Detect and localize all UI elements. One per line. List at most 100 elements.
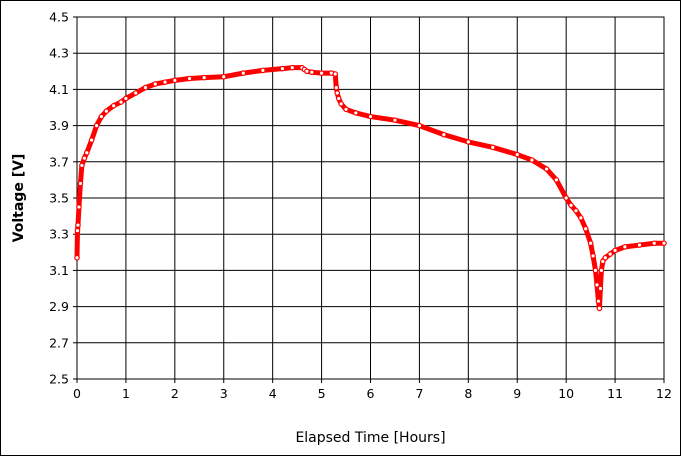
- voltage-data-point: [514, 151, 521, 158]
- voltage-data-point: [88, 137, 95, 143]
- voltage-data-point: [152, 81, 159, 87]
- grid-lines: [73, 16, 665, 383]
- y-tick-label: 4.5: [49, 10, 69, 25]
- voltage-data-point: [392, 117, 398, 123]
- voltage-data-point: [76, 204, 82, 210]
- plot-area-border: [76, 16, 665, 380]
- y-tick-label: 2.9: [49, 299, 69, 314]
- voltage-data-point: [416, 122, 423, 129]
- x-tick-label: 4: [269, 386, 277, 401]
- voltage-data-point: [343, 106, 349, 113]
- voltage-data-point: [142, 84, 149, 91]
- y-axis-title: Voltage [V]: [11, 154, 27, 243]
- y-tick-label: 3.3: [49, 227, 69, 242]
- voltage-data-point: [553, 177, 560, 183]
- voltage-data-point: [338, 101, 344, 107]
- y-tick-label: 2.7: [49, 335, 69, 350]
- voltage-data-point: [612, 247, 618, 254]
- voltage-data-point: [573, 207, 579, 214]
- voltage-data-point: [289, 64, 296, 71]
- voltage-data-point: [172, 77, 178, 84]
- voltage-data-point: [592, 267, 599, 274]
- x-tick-label: 10: [558, 386, 574, 401]
- voltage-data-point: [79, 162, 85, 169]
- voltage-data-point: [308, 69, 315, 76]
- voltage-data-point: [489, 144, 496, 151]
- voltage-data-point: [587, 240, 594, 247]
- x-tick-label: 12: [656, 386, 672, 401]
- voltage-data-point: [118, 99, 124, 105]
- voltage-data-point: [568, 202, 574, 209]
- voltage-data-point: [353, 110, 359, 116]
- x-tick-label: 8: [464, 386, 472, 401]
- voltage-data-point: [186, 75, 193, 82]
- voltage-data-point: [74, 227, 81, 234]
- voltage-data-point: [529, 157, 535, 163]
- voltage-data-point: [240, 70, 247, 76]
- y-tick-label: 3.7: [49, 154, 69, 169]
- voltage-data-point: [465, 139, 472, 145]
- voltage-data-point: [636, 242, 643, 248]
- voltage-data-point: [333, 84, 340, 91]
- x-tick-label: 1: [122, 386, 130, 401]
- x-tick-label: 3: [220, 386, 228, 401]
- voltage-data-point: [75, 222, 81, 228]
- x-axis-title: Elapsed Time [Hours]: [295, 430, 445, 446]
- voltage-data-point: [607, 251, 613, 257]
- x-tick-label: 5: [318, 386, 326, 401]
- voltage-data-point: [441, 131, 447, 138]
- voltage-data-point: [602, 254, 609, 261]
- voltage-data-point: [595, 298, 602, 304]
- voltage-data-point: [600, 258, 606, 265]
- voltage-data-point: [74, 254, 80, 261]
- voltage-data-point: [103, 108, 110, 114]
- voltage-data-point: [598, 267, 605, 274]
- voltage-data-point: [123, 95, 129, 102]
- voltage-data-point: [582, 225, 589, 232]
- series-group: [74, 64, 667, 312]
- voltage-data-point: [594, 282, 600, 288]
- x-tick-label: 2: [171, 386, 179, 401]
- voltage-data-point: [596, 305, 603, 312]
- voltage-data-point: [318, 70, 325, 76]
- voltage-data-point: [98, 113, 105, 120]
- y-tick-label: 3.1: [49, 263, 69, 278]
- voltage-data-point: [335, 95, 342, 102]
- voltage-data-point: [622, 244, 628, 250]
- voltage-data-point: [578, 215, 584, 221]
- voltage-data-point: [132, 90, 139, 96]
- voltage-data-point: [260, 67, 266, 74]
- y-tick-label: 2.5: [49, 372, 69, 387]
- voltage-data-point: [220, 73, 227, 80]
- x-tick-label: 6: [367, 386, 375, 401]
- voltage-data-point: [110, 102, 117, 109]
- y-tick-labels: 2.5 2.7 2.9 3.1 3.3 3.5 3.7 3.9 4.1 4.3 4.5: [49, 10, 69, 387]
- voltage-data-point: [77, 180, 84, 187]
- voltage-data-point: [651, 240, 658, 247]
- voltage-data-point: [83, 149, 90, 156]
- y-tick-label: 3.9: [49, 118, 69, 133]
- x-tick-label: 9: [513, 386, 521, 401]
- y-tick-label: 4.1: [49, 82, 69, 97]
- x-tick-label: 0: [73, 386, 81, 401]
- voltage-data-point: [81, 155, 88, 161]
- voltage-data-point: [201, 74, 207, 81]
- voltage-data-point: [162, 79, 168, 85]
- voltage-data-point: [334, 90, 341, 96]
- voltage-data-point: [304, 68, 310, 75]
- x-tick-label: 7: [415, 386, 423, 401]
- voltage-data-point: [597, 285, 604, 292]
- voltage-data-point: [93, 122, 100, 129]
- voltage-data-point: [543, 166, 550, 172]
- voltage-data-point: [367, 113, 374, 120]
- voltage-data-point: [332, 71, 339, 77]
- voltage-data-point: [279, 65, 286, 72]
- x-tick-labels: 0 1 2 3 4 5 6 7 8 9 10 11 12: [73, 386, 672, 401]
- voltage-data-point: [590, 253, 596, 259]
- voltage-data-point: [563, 195, 569, 201]
- voltage-data-point: [661, 240, 667, 247]
- y-tick-label: 3.5: [49, 191, 69, 206]
- x-tick-label: 11: [607, 386, 623, 401]
